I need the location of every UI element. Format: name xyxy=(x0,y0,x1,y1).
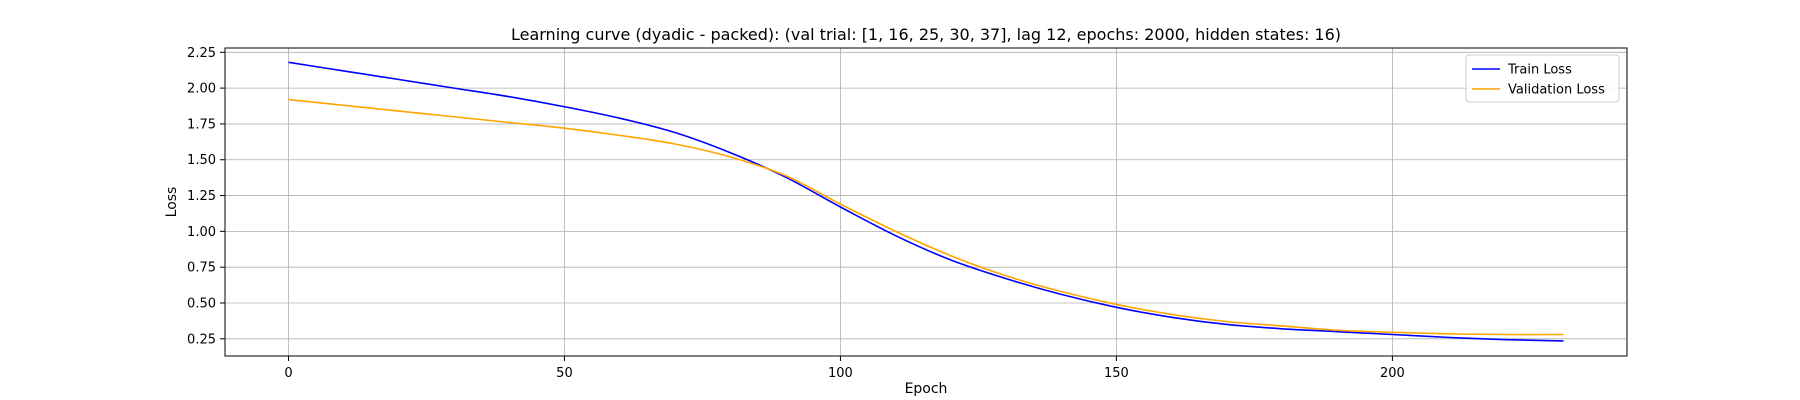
y-tick-label: 2.25 xyxy=(187,46,216,61)
validation-loss-line xyxy=(288,98,1564,336)
y-tick-label: 0.25 xyxy=(187,332,216,347)
y-tick-label: 1.25 xyxy=(187,189,216,204)
series-lines xyxy=(288,61,1564,342)
y-tick-label: 1.50 xyxy=(187,153,216,168)
train-loss-line xyxy=(288,61,1564,342)
y-axis-label: Loss xyxy=(164,187,180,218)
plot-frame xyxy=(224,47,1628,357)
x-tick-label: 200 xyxy=(1380,366,1405,381)
x-tick-label: 0 xyxy=(284,366,292,381)
y-tick-label: 0.50 xyxy=(187,296,216,311)
legend-box xyxy=(1465,54,1620,103)
x-tick-label: 100 xyxy=(828,366,853,381)
x-tick-label: 150 xyxy=(1104,366,1129,381)
x-axis-ticks: 0 50 100 150 200 xyxy=(284,356,1405,381)
grid-lines xyxy=(225,48,1627,356)
x-tick-label: 50 xyxy=(556,366,573,381)
y-tick-label: 1.75 xyxy=(187,117,216,132)
y-tick-label: 2.00 xyxy=(187,82,216,97)
y-tick-label: 0.75 xyxy=(187,261,216,276)
legend-label-train-loss: Train Loss xyxy=(1507,63,1572,78)
x-axis-label: Epoch xyxy=(905,381,948,397)
chart-title: Learning curve (dyadic - packed): (val t… xyxy=(511,25,1341,44)
y-tick-label: 1.00 xyxy=(187,225,216,240)
legend-label-validation-loss: Validation Loss xyxy=(1508,83,1605,98)
y-axis-ticks: 0.25 0.50 0.75 1.00 1.25 1.50 1.75 2.00 2.25 xyxy=(187,46,225,347)
legend: Train Loss Validation Loss xyxy=(1465,54,1620,103)
